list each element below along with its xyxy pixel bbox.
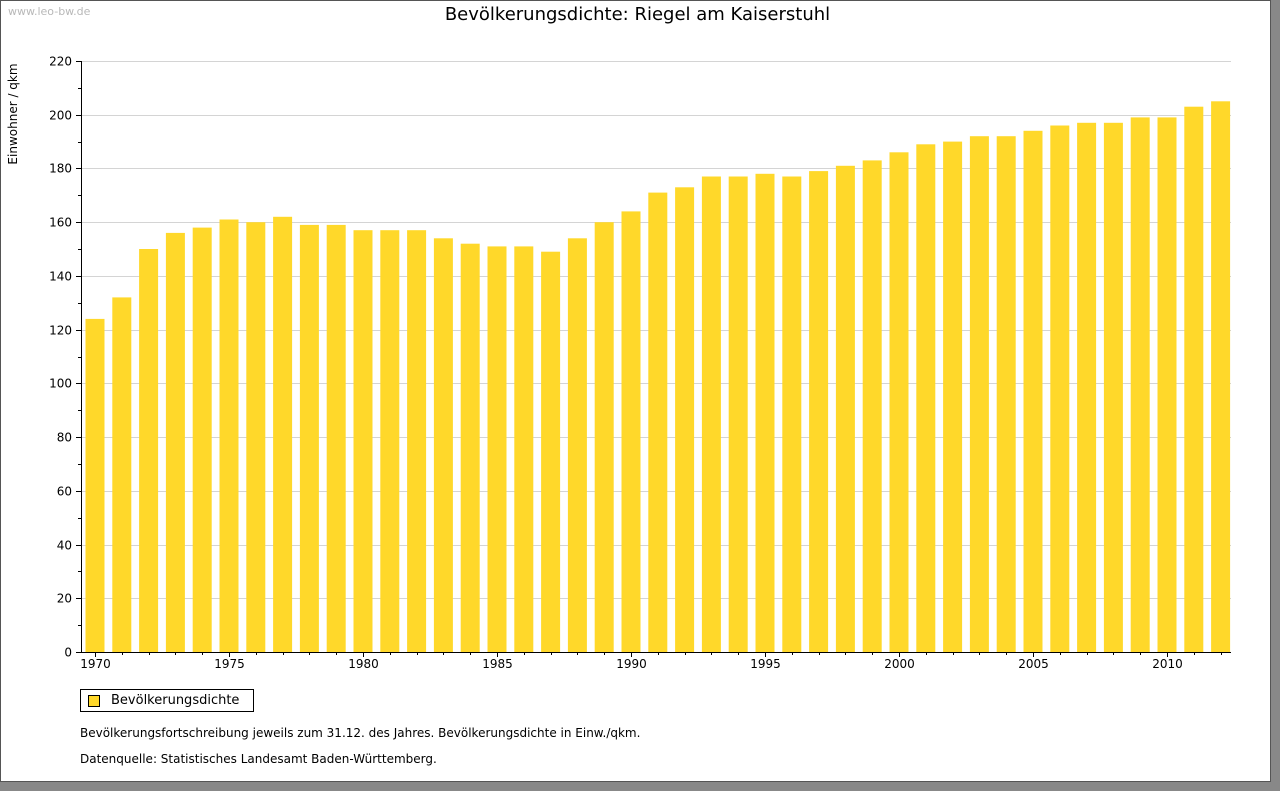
bar (380, 230, 400, 652)
x-tick-label: 1985 (482, 657, 513, 671)
bar (541, 251, 561, 652)
bar (1077, 122, 1097, 653)
y-tick-label: 120 (49, 324, 72, 338)
x-tick-label: 1975 (214, 657, 245, 671)
x-axis-ticks: 1970 1975 1980 1985 1990 1995 2000 2005 2010 (80, 652, 1222, 671)
bar (969, 136, 989, 652)
bar (648, 192, 668, 652)
bar (943, 141, 963, 652)
chart-title: Bevölkerungsdichte: Riegel am Kaiserstuh… (444, 4, 831, 25)
y-tick-label: 220 (49, 55, 72, 69)
y-tick-label: 180 (49, 162, 72, 176)
bar (165, 232, 185, 652)
bar (675, 187, 695, 653)
legend: Bevölkerungsdichte (80, 689, 254, 712)
bar (701, 176, 721, 652)
bar (1157, 117, 1177, 652)
bar (996, 136, 1016, 652)
legend-label: Bevölkerungsdichte (111, 693, 240, 708)
bar (112, 297, 132, 652)
bar (862, 160, 882, 652)
bars (85, 101, 1231, 653)
footnote: Bevölkerungsfortschreibung jeweils zum 3… (80, 726, 641, 740)
bar (755, 173, 775, 653)
bar (460, 243, 480, 652)
y-tick-label: 40 (57, 539, 72, 553)
data-source: Datenquelle: Statistisches Landesamt Bad… (80, 752, 437, 766)
legend-swatch (88, 695, 100, 707)
bar (1103, 122, 1123, 653)
bar (1050, 125, 1070, 652)
bar (192, 227, 212, 652)
y-tick-label: 160 (49, 216, 72, 230)
x-tick-label: 1970 (80, 657, 111, 671)
y-tick-label: 200 (49, 109, 72, 123)
y-tick-label: 100 (49, 377, 72, 391)
bar (514, 246, 534, 652)
bar (835, 165, 855, 653)
bar (889, 152, 909, 653)
bar (594, 222, 614, 652)
bar (728, 176, 748, 652)
y-tick-label: 0 (64, 646, 72, 660)
x-tick-label: 2010 (1152, 657, 1183, 671)
y-tick-label: 20 (57, 592, 72, 606)
bar (916, 144, 936, 653)
bar (407, 230, 427, 652)
bar (219, 219, 239, 652)
x-tick-label: 2000 (884, 657, 915, 671)
bar (621, 211, 641, 652)
x-tick-label: 1990 (616, 657, 647, 671)
bar (567, 238, 587, 653)
bar (353, 230, 373, 652)
bar (1023, 130, 1043, 653)
bar (273, 216, 293, 653)
bar (487, 246, 507, 652)
bar (809, 171, 829, 652)
x-tick-label: 1980 (348, 657, 379, 671)
bar (246, 222, 266, 652)
bar (326, 224, 346, 652)
x-tick-label: 1995 (750, 657, 781, 671)
bar (1130, 117, 1150, 652)
bar (85, 318, 105, 652)
x-tick-label: 2005 (1018, 657, 1049, 671)
bar (1211, 101, 1231, 653)
bar (782, 176, 802, 652)
bar (299, 224, 319, 652)
y-tick-label: 140 (49, 270, 72, 284)
bar (1184, 106, 1204, 652)
watermark: www.leo-bw.de (8, 5, 91, 18)
y-tick-label: 80 (57, 431, 72, 445)
y-tick-label: 60 (57, 485, 72, 499)
y-axis-ticks: 0 20 40 60 80 100 120 140 160 180 200 220 (49, 55, 81, 660)
bar (139, 249, 159, 652)
axes (81, 61, 1231, 653)
bar (433, 238, 453, 653)
